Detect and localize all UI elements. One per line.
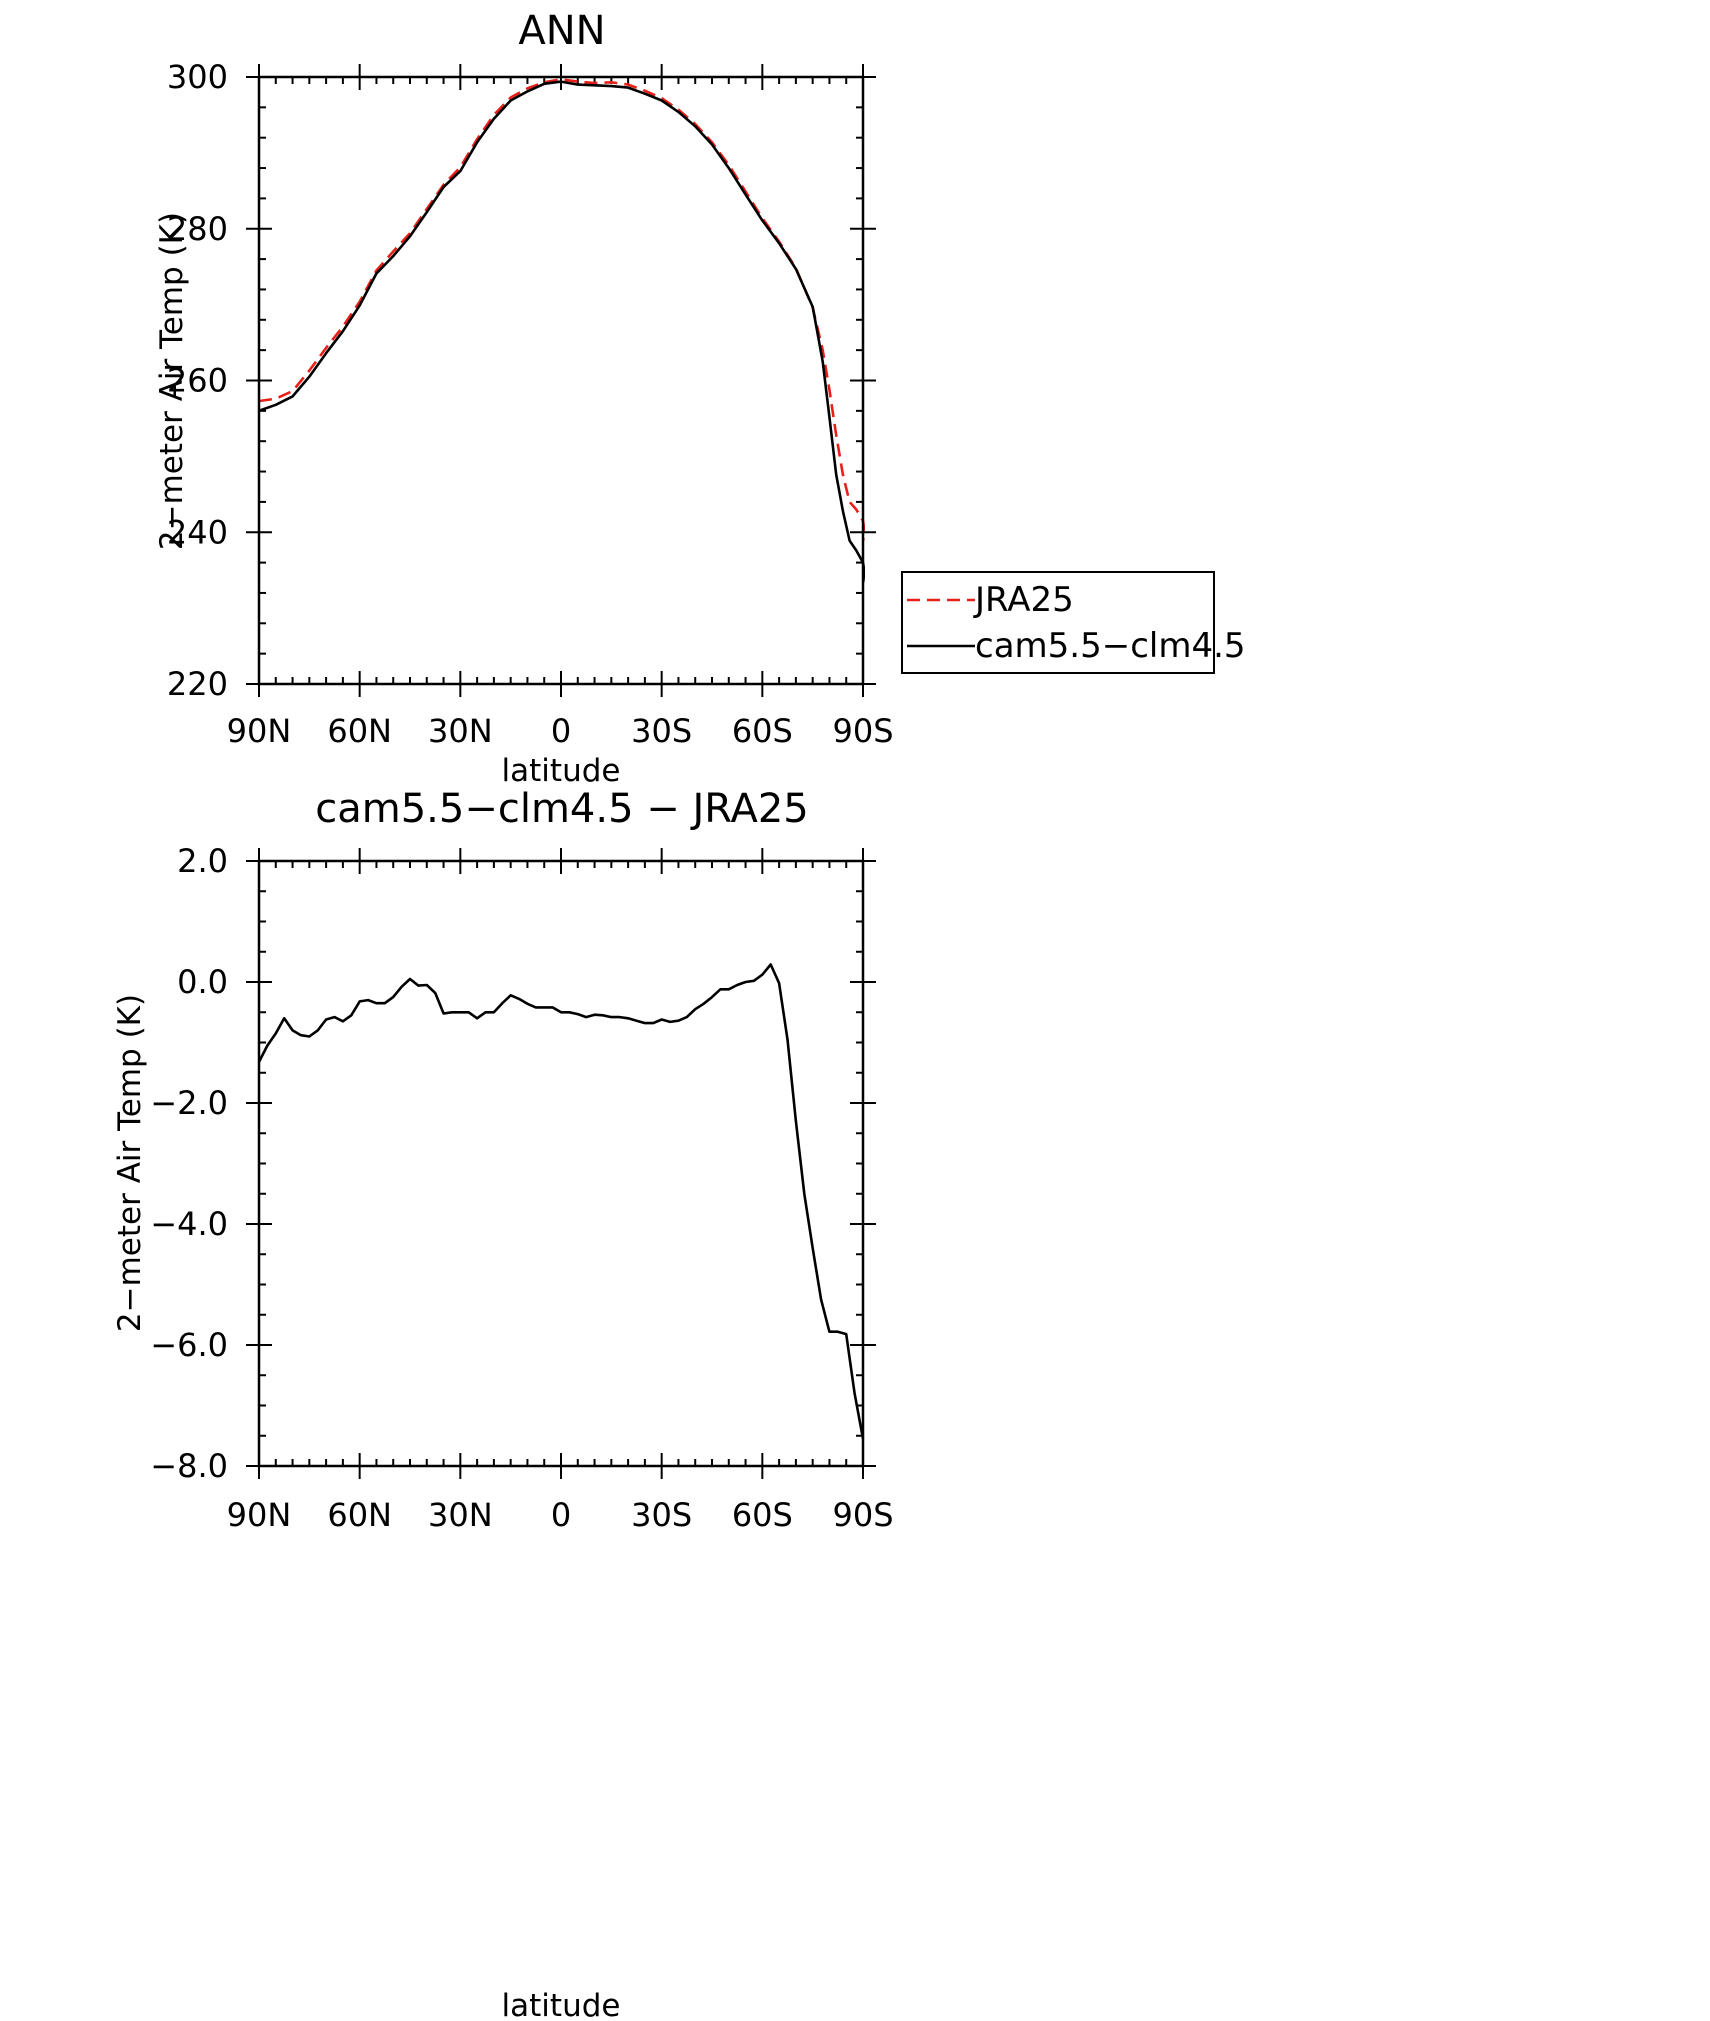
x-tick-label: 60S xyxy=(732,712,793,750)
x-tick-label: 90S xyxy=(832,1496,893,1534)
x-axis-label: latitude xyxy=(502,753,621,789)
x-tick-label: 30S xyxy=(631,1496,692,1534)
y-tick-label: 2.0 xyxy=(177,842,228,880)
y-tick-label: 260 xyxy=(167,362,228,400)
y-tick-label: −4.0 xyxy=(150,1205,228,1243)
difference-panel: cam5.5−clm4.5 − JRA25 2−meter Air Temp (… xyxy=(112,786,894,2021)
series-line-1 xyxy=(259,80,865,584)
y-tick-label: 220 xyxy=(167,665,228,703)
tick-marks xyxy=(246,848,876,1479)
legend-label-cam: cam5.5−clm4.5 xyxy=(975,626,1246,666)
x-tick-label: 60N xyxy=(327,1496,392,1534)
x-tick-labels: 90N 60N 30N 0 30S 60S 90S xyxy=(227,712,894,750)
chart-title: ANN xyxy=(518,8,605,54)
x-tick-label: 30N xyxy=(428,712,493,750)
x-tick-label: 60S xyxy=(732,1496,793,1534)
series-line-0 xyxy=(259,963,865,1440)
annual-temperature-panel: ANN 2−meter Air Temp (K) latitude 90N 60N… xyxy=(154,8,1246,789)
x-tick-labels: 90N 60N 30N 0 30S 60S 90S xyxy=(227,1496,894,1534)
y-tick-label: 0.0 xyxy=(177,963,228,1001)
chart-title: cam5.5−clm4.5 − JRA25 xyxy=(315,786,808,832)
y-axis-label: 2−meter Air Temp (K) xyxy=(112,994,148,1332)
x-tick-label: 60N xyxy=(327,712,392,750)
y-tick-label: −8.0 xyxy=(150,1447,228,1485)
plot-frame xyxy=(257,75,865,686)
series-lines xyxy=(259,78,865,584)
x-tick-label: 0 xyxy=(551,712,571,750)
x-tick-label: 0 xyxy=(551,1496,571,1534)
legend-label-jra25: JRA25 xyxy=(973,580,1074,620)
x-tick-label: 90S xyxy=(832,712,893,750)
legend: JRA25 cam5.5−clm4.5 xyxy=(901,571,1246,674)
y-tick-label: −6.0 xyxy=(150,1326,228,1364)
plot-frame xyxy=(257,859,865,1468)
y-tick-label: 280 xyxy=(167,210,228,248)
x-tick-label: 90N xyxy=(227,1496,292,1534)
y-tick-label: 240 xyxy=(167,513,228,551)
series-lines xyxy=(259,963,865,1440)
x-tick-label: 90N xyxy=(227,712,292,750)
x-tick-label: 30S xyxy=(631,712,692,750)
legend-box xyxy=(901,571,1215,674)
y-tick-label: 300 xyxy=(167,58,228,96)
x-axis-label: latitude xyxy=(502,1988,621,2021)
y-tick-labels: 220 240 260 280 300 xyxy=(167,58,228,703)
y-tick-labels: −8.0 −6.0 −4.0 −2.0 0.0 2.0 xyxy=(150,842,228,1485)
y-axis-label: 2−meter Air Temp (K) xyxy=(154,212,190,550)
series-line-0 xyxy=(259,78,865,542)
x-tick-label: 30N xyxy=(428,1496,493,1534)
tick-marks xyxy=(246,64,876,697)
y-tick-label: −2.0 xyxy=(150,1084,228,1122)
